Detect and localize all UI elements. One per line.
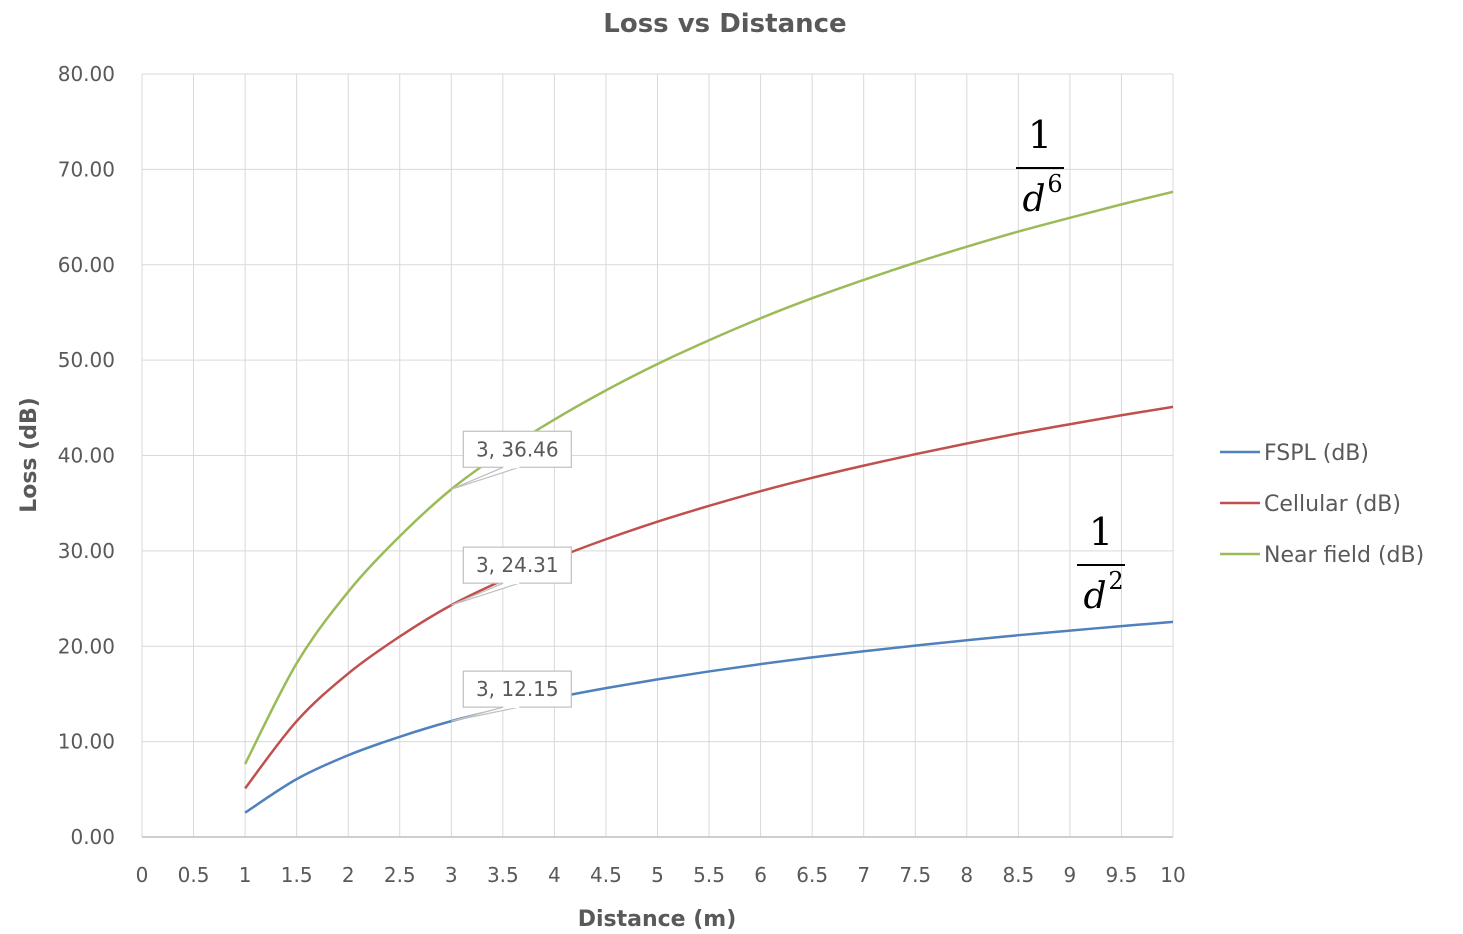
- x-axis-title: Distance (m): [578, 907, 737, 932]
- series-lines: [243, 190, 1174, 814]
- callout-box: [462, 430, 572, 468]
- x-tick-label: 3.5: [487, 863, 519, 887]
- data-label: 3, 24.31: [476, 553, 559, 577]
- formula-annotations: 1d 61d 2: [1016, 113, 1125, 617]
- x-tick-label: 2: [342, 863, 355, 887]
- legend-label: Near field (dB): [1264, 543, 1424, 568]
- gridlines: [141, 73, 1174, 838]
- x-tick-label: 9: [1064, 863, 1077, 887]
- series-line: [244, 620, 1174, 814]
- x-tick-label: 10: [1160, 863, 1185, 887]
- x-tick-label: 8: [960, 863, 973, 887]
- y-axis-title: Loss (dB): [17, 397, 42, 513]
- series-line: [244, 405, 1174, 790]
- y-tick-label: 80.00: [58, 62, 115, 86]
- y-tick-label: 40.00: [58, 444, 115, 468]
- y-tick-label: 60.00: [58, 253, 115, 277]
- x-axis-ticks: 0 0.5 1 1.5 2 2.5 3 3.5 4 4.5 5 5.5 6 6.5 7 7.5 8 8.5 9 9.5…: [136, 863, 1186, 887]
- y-axis-ticks: 0.00 10.00 20.00 30.00 40.00 50.00 60.00 70.00 8…: [58, 62, 115, 849]
- x-tick-label: 7.5: [899, 863, 931, 887]
- x-tick-label: 5: [651, 863, 664, 887]
- y-tick-label: 10.00: [58, 730, 115, 754]
- y-tick-label: 70.00: [58, 157, 115, 181]
- y-tick-label: 0.00: [70, 825, 115, 849]
- x-tick-label: 0: [136, 863, 149, 887]
- chart-title: Loss vs Distance: [603, 9, 846, 39]
- x-tick-label: 1.5: [281, 863, 313, 887]
- series-line: [243, 190, 1174, 765]
- x-tick-label: 4.5: [590, 863, 622, 887]
- legend-label: FSPL (dB): [1264, 441, 1369, 466]
- x-tick-label: 6.5: [796, 863, 828, 887]
- x-tick-label: 8.5: [1002, 863, 1034, 887]
- formula-exponent: 6: [1047, 170, 1062, 198]
- formula-exponent: 2: [1108, 567, 1123, 595]
- x-tick-label: 6: [754, 863, 767, 887]
- y-tick-label: 30.00: [58, 539, 115, 563]
- formula-numerator: 1: [1089, 510, 1113, 554]
- x-tick-label: 0.5: [178, 863, 210, 887]
- x-tick-label: 3: [445, 863, 458, 887]
- data-label-callouts: 3, 36.46 3, 24.31 3, 12.15: [451, 430, 572, 722]
- y-tick-label: 50.00: [58, 348, 115, 372]
- x-tick-label: 1: [239, 863, 252, 887]
- y-tick-label: 20.00: [58, 634, 115, 658]
- formula-numerator: 1: [1028, 113, 1052, 157]
- legend-label: Cellular (dB): [1264, 492, 1401, 517]
- callout-box: [462, 546, 572, 584]
- formula-base: d: [1083, 576, 1106, 617]
- data-label: 3, 36.46: [476, 437, 559, 461]
- x-tick-label: 2.5: [384, 863, 416, 887]
- x-tick-label: 5.5: [693, 863, 725, 887]
- x-tick-label: 7: [857, 863, 870, 887]
- formula-base: d: [1022, 179, 1045, 220]
- x-tick-label: 4: [548, 863, 561, 887]
- legend: FSPL (dB) Cellular (dB) Near field (dB): [1220, 441, 1424, 568]
- data-label: 3, 12.15: [476, 677, 559, 701]
- x-tick-label: 9.5: [1106, 863, 1138, 887]
